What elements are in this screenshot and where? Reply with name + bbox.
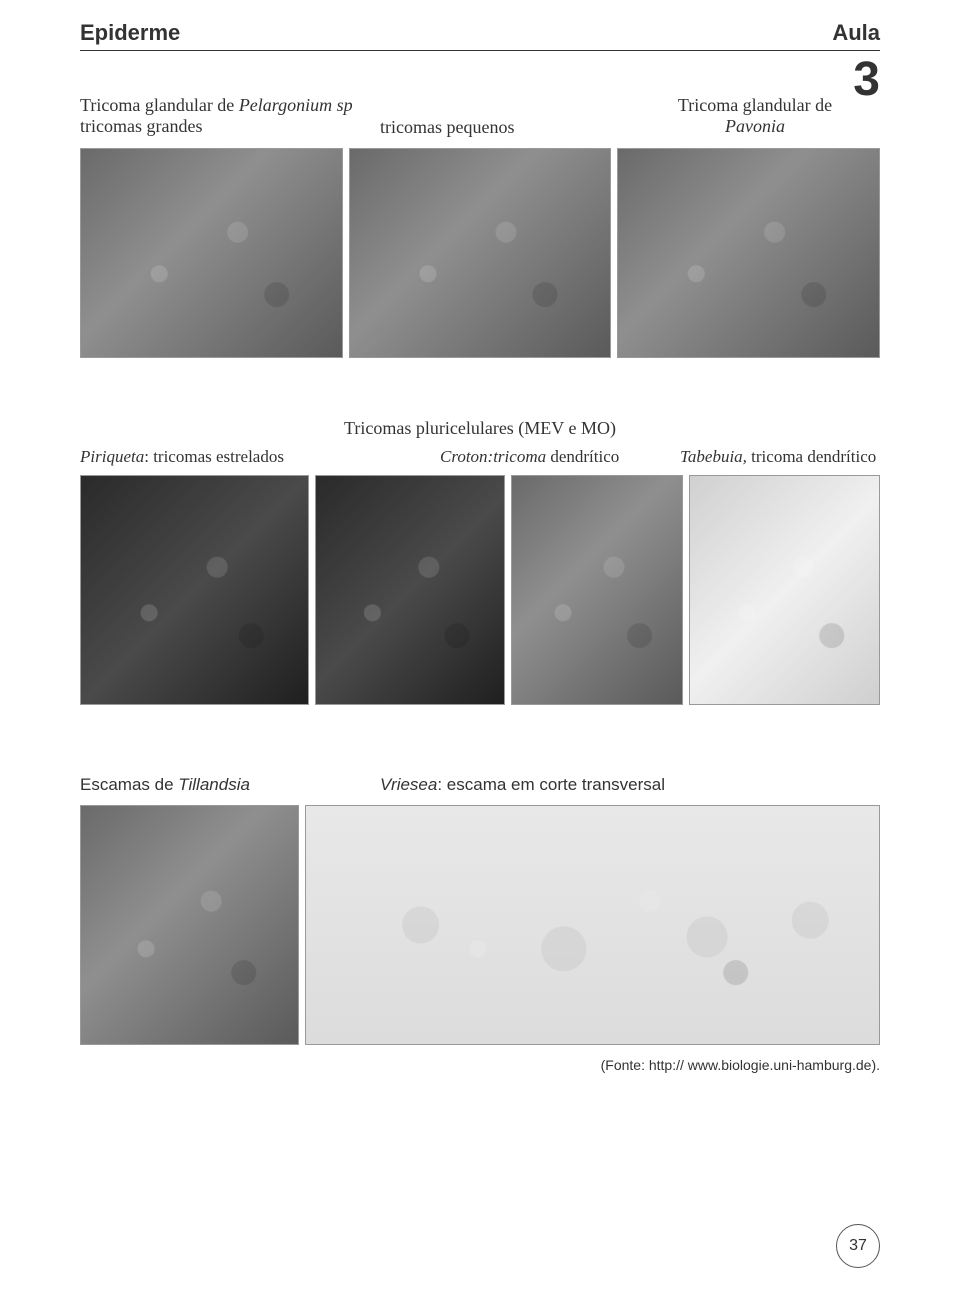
figure2-title: Tricomas pluricelulares (MEV e MO): [80, 418, 880, 439]
caption-tillandsia-plain: Escamas de: [80, 775, 178, 794]
caption-tabebuia-rest: tricoma dendrítico: [747, 447, 876, 466]
figure2-captions: Piriqueta: tricomas estrelados Croton:tr…: [80, 447, 880, 467]
figure-group-3: Escamas de Tillandsia Vriesea: escama em…: [0, 775, 960, 1073]
caption-vriesea-italic: Vriesea: [380, 775, 437, 794]
micrograph-image: [305, 805, 880, 1045]
micrograph-image: [349, 148, 612, 358]
caption-vriesea: Vriesea: escama em corte transversal: [380, 775, 880, 795]
figure-group-2: Tricomas pluricelulares (MEV e MO) Piriq…: [0, 418, 960, 705]
micrograph-image: [689, 475, 880, 705]
caption-tabebuia: Tabebuia, tricoma dendrítico: [680, 447, 880, 467]
figure3-images: [80, 805, 880, 1045]
micrograph-image: [80, 475, 309, 705]
micrograph-image: [511, 475, 683, 705]
figure-group-1: Tricoma glandular de Pelargonium sp tric…: [0, 85, 960, 358]
figure1-images: [80, 148, 880, 358]
caption-right-line1: Tricoma glandular de: [630, 95, 880, 116]
header-title-row: Epiderme Aula: [80, 20, 880, 46]
micrograph-image: [80, 805, 299, 1045]
caption-left-line2: tricomas grandes: [80, 116, 380, 137]
figure1-captions: Tricoma glandular de Pelargonium sp tric…: [80, 95, 880, 138]
caption-piriqueta: Piriqueta: tricomas estrelados: [80, 447, 440, 467]
aula-label: Aula: [832, 20, 880, 46]
micrograph-image: [617, 148, 880, 358]
caption-tillandsia-italic: Tillandsia: [178, 775, 250, 794]
caption-right-line2: Pavonia: [630, 116, 880, 137]
caption-mid: tricomas pequenos: [380, 95, 630, 138]
page-number: 37: [836, 1224, 880, 1268]
caption-right: Tricoma glandular de Pavonia: [630, 95, 880, 137]
caption-croton-rest: dendrítico: [546, 447, 619, 466]
source-citation: (Fonte: http:// www.biologie.uni-hamburg…: [80, 1057, 880, 1073]
caption-piriqueta-italic: Piriqueta: [80, 447, 144, 466]
caption-tillandsia: Escamas de Tillandsia: [80, 775, 380, 795]
page-title: Epiderme: [80, 20, 180, 46]
caption-piriqueta-rest: : tricomas estrelados: [144, 447, 284, 466]
caption-left: Tricoma glandular de Pelargonium sp tric…: [80, 95, 380, 137]
caption-croton: Croton:tricoma dendrítico: [440, 447, 680, 467]
page-header: Epiderme Aula 3: [0, 0, 960, 51]
header-rule: [80, 50, 880, 51]
caption-vriesea-rest: : escama em corte transversal: [437, 775, 665, 794]
caption-left-line1-plain: Tricoma glandular de: [80, 95, 239, 115]
aula-number: 3: [853, 52, 880, 107]
caption-left-line1-italic: Pelargonium sp: [239, 95, 353, 115]
caption-tabebuia-italic: Tabebuia,: [680, 447, 747, 466]
caption-croton-italic: Croton:tricoma: [440, 447, 546, 466]
figure3-captions: Escamas de Tillandsia Vriesea: escama em…: [80, 775, 880, 795]
micrograph-image: [315, 475, 506, 705]
figure2-images: [80, 475, 880, 705]
micrograph-image: [80, 148, 343, 358]
